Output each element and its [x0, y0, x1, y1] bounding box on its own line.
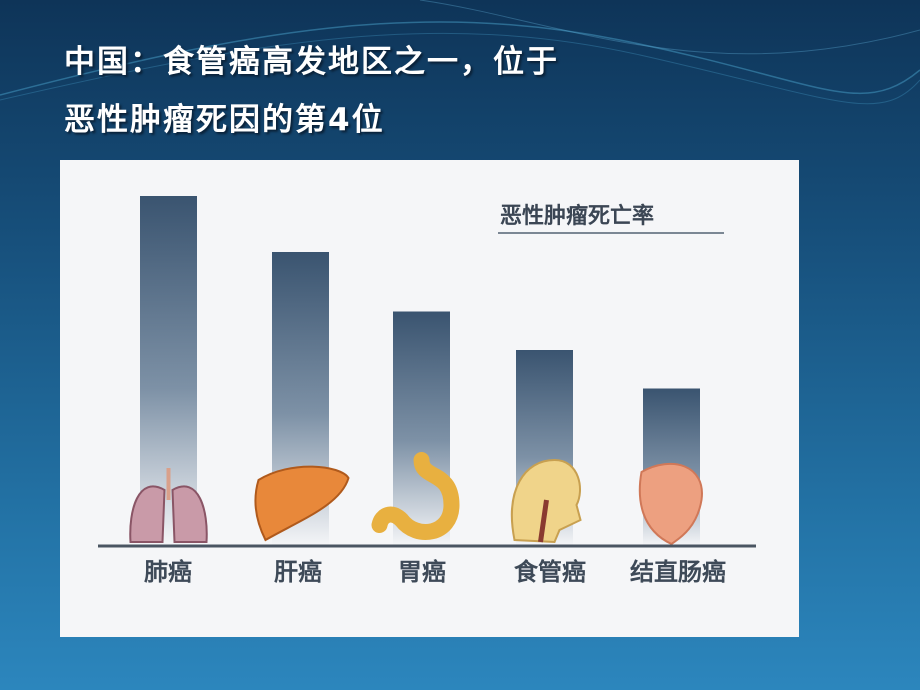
slide-title-line2: 恶性肿瘤死因的第4位 [64, 102, 385, 138]
category-label: 结直肠癌 [630, 558, 726, 586]
lungs-icon [129, 468, 208, 543]
category-label: 肝癌 [274, 558, 322, 586]
chart-title: 恶性肿瘤死亡率 [500, 203, 654, 229]
slide-title-line1: 中国：食管癌高发地区之一，位于 [64, 44, 559, 80]
bar-3 [393, 311, 450, 546]
intestine-icon [638, 463, 703, 546]
category-label: 肺癌 [144, 558, 192, 586]
head-esophagus-icon [510, 458, 582, 544]
stomach-icon [371, 452, 460, 540]
liver-icon [254, 465, 350, 542]
bar-chart: 恶性肿瘤死亡率 肺癌 肝癌 胃癌 食管癌 结直肠癌 [98, 196, 756, 586]
category-label: 食管癌 [514, 558, 586, 586]
chart-panel: 恶性肿瘤死亡率 肺癌 肝癌 胃癌 食管癌 结直肠癌 [60, 160, 799, 637]
background-swoosh [0, 0, 920, 105]
category-label: 胃癌 [398, 558, 446, 586]
